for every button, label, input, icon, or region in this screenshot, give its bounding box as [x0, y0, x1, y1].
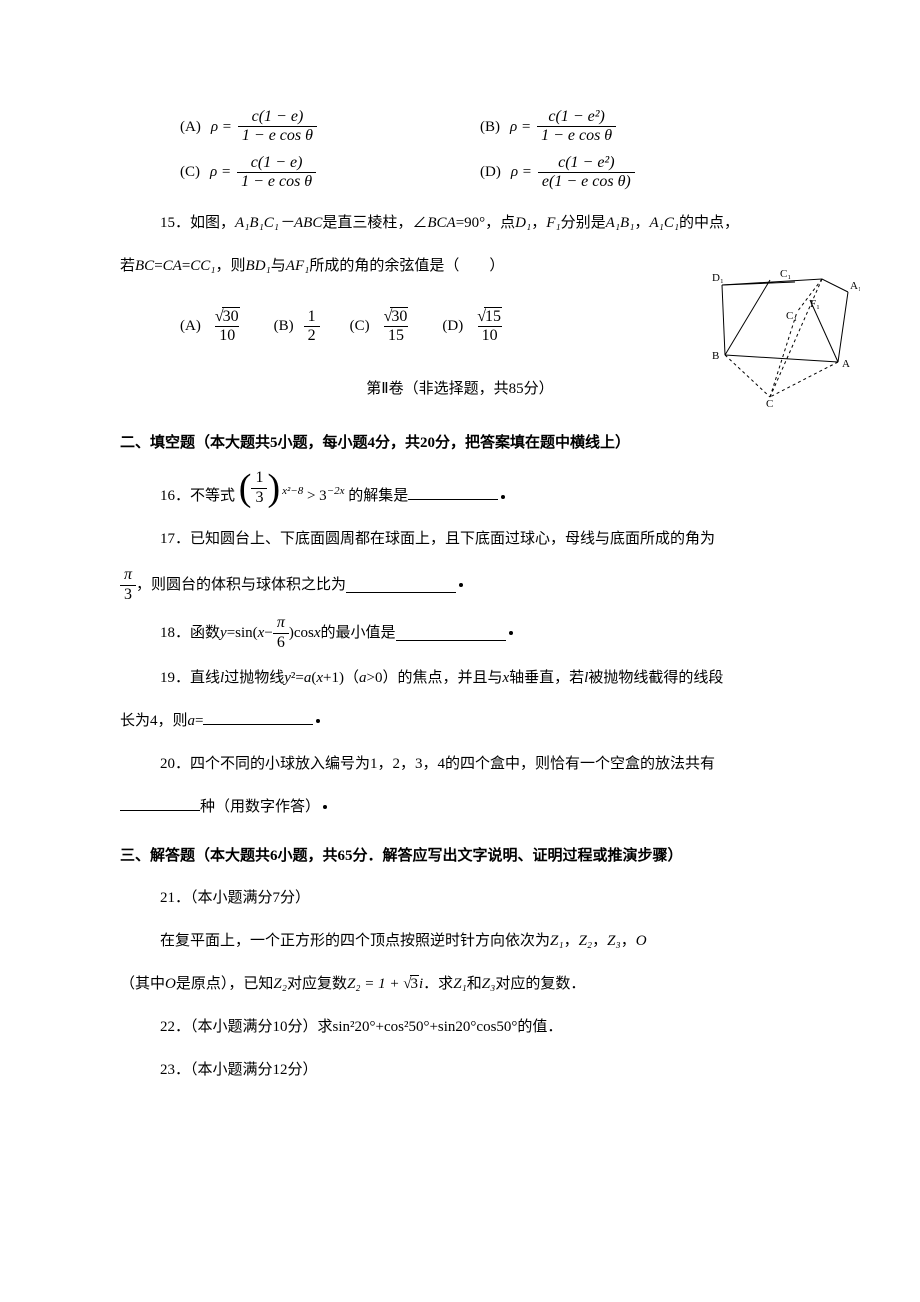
q21-line2: 在复平面上，一个正方形的四个顶点按照逆时针方向依次为Z₁，Z₂，Z₃，O	[160, 925, 800, 958]
fraction: π 3	[120, 566, 136, 604]
fraction: 30 10	[211, 308, 244, 346]
svg-text:A₁: A₁	[850, 280, 860, 292]
q15-opt-b: (B) 1 2	[274, 308, 320, 346]
period-dot	[509, 631, 513, 635]
opt-label: (B)	[480, 113, 500, 142]
fraction: π 6	[273, 614, 289, 652]
fraction: 30 15	[380, 308, 413, 346]
blank	[396, 626, 506, 641]
q20: 20．四个不同的小球放入编号为1，2，3，4的四个盒中，则恰有一个空盒的放法共有	[160, 748, 800, 781]
rho-eq: ρ =	[511, 158, 532, 187]
fraction: c(1 − e) 1 − e cos θ	[238, 108, 317, 146]
svg-text:D₁: D₁	[712, 272, 724, 284]
period-dot	[316, 719, 320, 723]
fraction: c(1 − e²) 1 − e cos θ	[537, 108, 616, 146]
q14-options: (A) ρ = c(1 − e) 1 − e cos θ (B) ρ = c(1…	[120, 108, 800, 192]
q14-opt-d: (D) ρ = c(1 − e²) e(1 − e cos θ)	[480, 154, 635, 192]
q15-stem-2: 若BC=CA=CC₁，则BD₁与AF₁所成的角的余弦值是（ ）	[120, 250, 800, 283]
svg-text:B: B	[712, 350, 719, 362]
rho-eq: ρ =	[211, 113, 232, 142]
q15-stem: 15．如图，A₁B₁C₁－ABC是直三棱柱，∠BCA=90°，点D₁，F₁分别是…	[160, 207, 800, 240]
svg-text:C₁: C₁	[786, 310, 797, 322]
opt-label: (A)	[180, 113, 201, 142]
q21-line3: （其中O是原点），已知Z₂对应复数Z₂ = 1 + 3i．求Z₁和Z₃对应的复数…	[120, 968, 800, 1001]
blank	[408, 485, 498, 500]
fraction: 1 2	[304, 308, 320, 346]
q15-opt-a: (A) 30 10	[180, 308, 244, 346]
q17-line2: π 3 ，则圆台的体积与球体积之比为	[120, 566, 800, 604]
opt-label: (C)	[180, 158, 200, 187]
q17: 17．已知圆台上、下底面圆周都在球面上，且下底面过球心，母线与底面所成的角为	[160, 523, 800, 556]
fraction: c(1 − e²) e(1 − e cos θ)	[538, 154, 635, 192]
q21-head: 21．（本小题满分7分）	[160, 882, 800, 915]
fill-section-head: 二、填空题（本大题共5小题，每小题4分，共20分，把答案填在题中横线上）	[120, 429, 800, 458]
q15-opt-c: (C) 30 15	[350, 308, 413, 346]
q23: 23．（本小题满分12分）	[160, 1054, 800, 1087]
q14-opt-a: (A) ρ = c(1 − e) 1 − e cos θ	[180, 108, 480, 146]
rho-eq: ρ =	[510, 113, 531, 142]
q18: 18．函数y=sin(x− π 6 )cosx的最小值是	[160, 614, 800, 652]
q15-opt-d: (D) 15 10	[442, 308, 506, 346]
section-2-title: 第Ⅱ卷（非选择题，共85分）	[120, 375, 800, 404]
period-dot	[459, 583, 463, 587]
blank	[203, 710, 313, 725]
period-dot	[323, 805, 327, 809]
big-paren: ( 1 3 )	[239, 469, 280, 507]
blank	[346, 578, 456, 593]
q15-options: (A) 30 10 (B) 1 2 (C) 30 15 (D) 15 10	[180, 308, 800, 346]
q19: 19．直线l过抛物线y²=a(x+1)（a>0）的焦点，并且与x轴垂直，若l被抛…	[160, 662, 800, 695]
svg-text:F₁: F₁	[810, 298, 820, 310]
q14-opt-b: (B) ρ = c(1 − e²) 1 − e cos θ	[480, 108, 616, 146]
svg-text:A: A	[842, 358, 850, 370]
rho-eq: ρ =	[210, 158, 231, 187]
q14-opt-c: (C) ρ = c(1 − e) 1 − e cos θ	[180, 154, 480, 192]
fraction: 15 10	[473, 308, 506, 346]
fraction: c(1 − e) 1 − e cos θ	[237, 154, 316, 192]
opt-label: (D)	[480, 158, 501, 187]
q20-line2: 种（用数字作答）	[120, 791, 800, 824]
blank	[120, 796, 200, 811]
period-dot	[501, 495, 505, 499]
svg-text:C₁: C₁	[780, 268, 791, 280]
q15: 15．如图，A₁B₁C₁－ABC是直三棱柱，∠BCA=90°，点D₁，F₁分别是…	[120, 207, 800, 346]
q15-figure: D₁ C₁ A₁ F₁ C₁ B A C	[710, 267, 860, 418]
q22: 22．（本小题满分10分）求sin²20°+cos²50°+sin20°cos5…	[160, 1011, 800, 1044]
answer-section-head: 三、解答题（本大题共6小题，共65分．解答应写出文字说明、证明过程或推演步骤）	[120, 842, 800, 871]
svg-text:C: C	[766, 398, 773, 407]
q16: 16．不等式 ( 1 3 ) x²−8 > 3−2x 的解集是	[160, 469, 800, 513]
q19-line2: 长为4，则a=	[120, 705, 800, 738]
